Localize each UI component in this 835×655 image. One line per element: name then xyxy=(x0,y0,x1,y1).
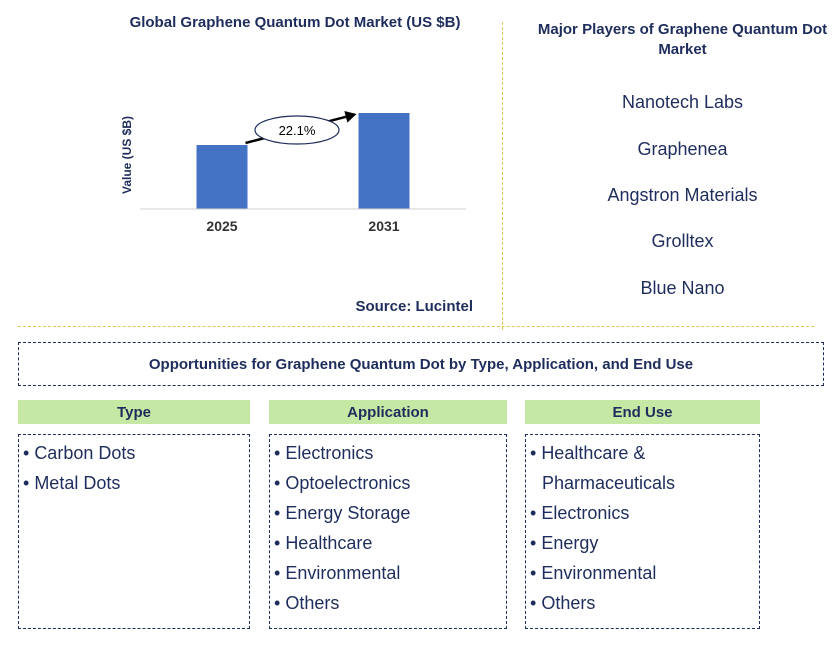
list-item: • Healthcare xyxy=(274,533,373,553)
list-item: • Energy Storage xyxy=(274,503,411,523)
list-item: • Others xyxy=(530,593,596,613)
type-list: • Carbon Dots • Metal Dots xyxy=(18,434,250,629)
horizontal-divider xyxy=(18,326,814,327)
application-list: • Electronics • Optoelectronics • Energy… xyxy=(269,434,507,629)
chart-title: Global Graphene Quantum Dot Market (US $… xyxy=(129,14,461,31)
list-item: • Environmental xyxy=(274,563,401,583)
application-heading: Application xyxy=(269,400,507,424)
player-item: Angstron Materials xyxy=(607,185,758,205)
bar-chart: Value (US $B) 2025 2031 22.1% xyxy=(120,110,466,234)
end-use-list: • Healthcare & Pharmaceuticals • Electro… xyxy=(525,434,760,629)
list-item: • Others xyxy=(274,593,340,613)
list-item: • Metal Dots xyxy=(23,473,121,493)
list-item: • Electronics xyxy=(274,443,374,463)
opportunities-title-text: Opportunities for Graphene Quantum Dot b… xyxy=(148,355,694,373)
list-item: • Electronics xyxy=(530,503,630,523)
player-item: Grolltex xyxy=(651,231,714,251)
list-item: • Healthcare & Pharmaceuticals xyxy=(530,443,676,493)
end-use-heading: End Use xyxy=(525,400,760,424)
growth-arrowhead xyxy=(344,110,357,123)
list-item: • Carbon Dots xyxy=(23,443,136,463)
type-heading: Type xyxy=(18,400,250,424)
y-axis-label: Value (US $B) xyxy=(120,116,134,194)
player-item: Nanotech Labs xyxy=(621,92,744,112)
cagr-label: 22.1% xyxy=(279,123,316,138)
players-title: Major Players of Graphene Quantum Dot Ma… xyxy=(537,21,828,58)
vertical-divider xyxy=(502,22,503,330)
x-tick-label: 2025 xyxy=(206,218,237,234)
player-item: Graphenea xyxy=(637,139,728,159)
bar-2031 xyxy=(358,113,410,209)
opportunities-title: Opportunities for Graphene Quantum Dot b… xyxy=(18,342,824,386)
player-item: Blue Nano xyxy=(640,278,725,298)
source-label: Source: Lucintel xyxy=(355,298,473,315)
list-item: • Optoelectronics xyxy=(274,473,411,493)
list-item: • Energy xyxy=(530,533,599,553)
bar-2025 xyxy=(196,145,248,209)
list-item: • Environmental xyxy=(530,563,657,583)
x-tick-label: 2031 xyxy=(368,218,399,234)
cagr-bubble xyxy=(254,115,340,145)
